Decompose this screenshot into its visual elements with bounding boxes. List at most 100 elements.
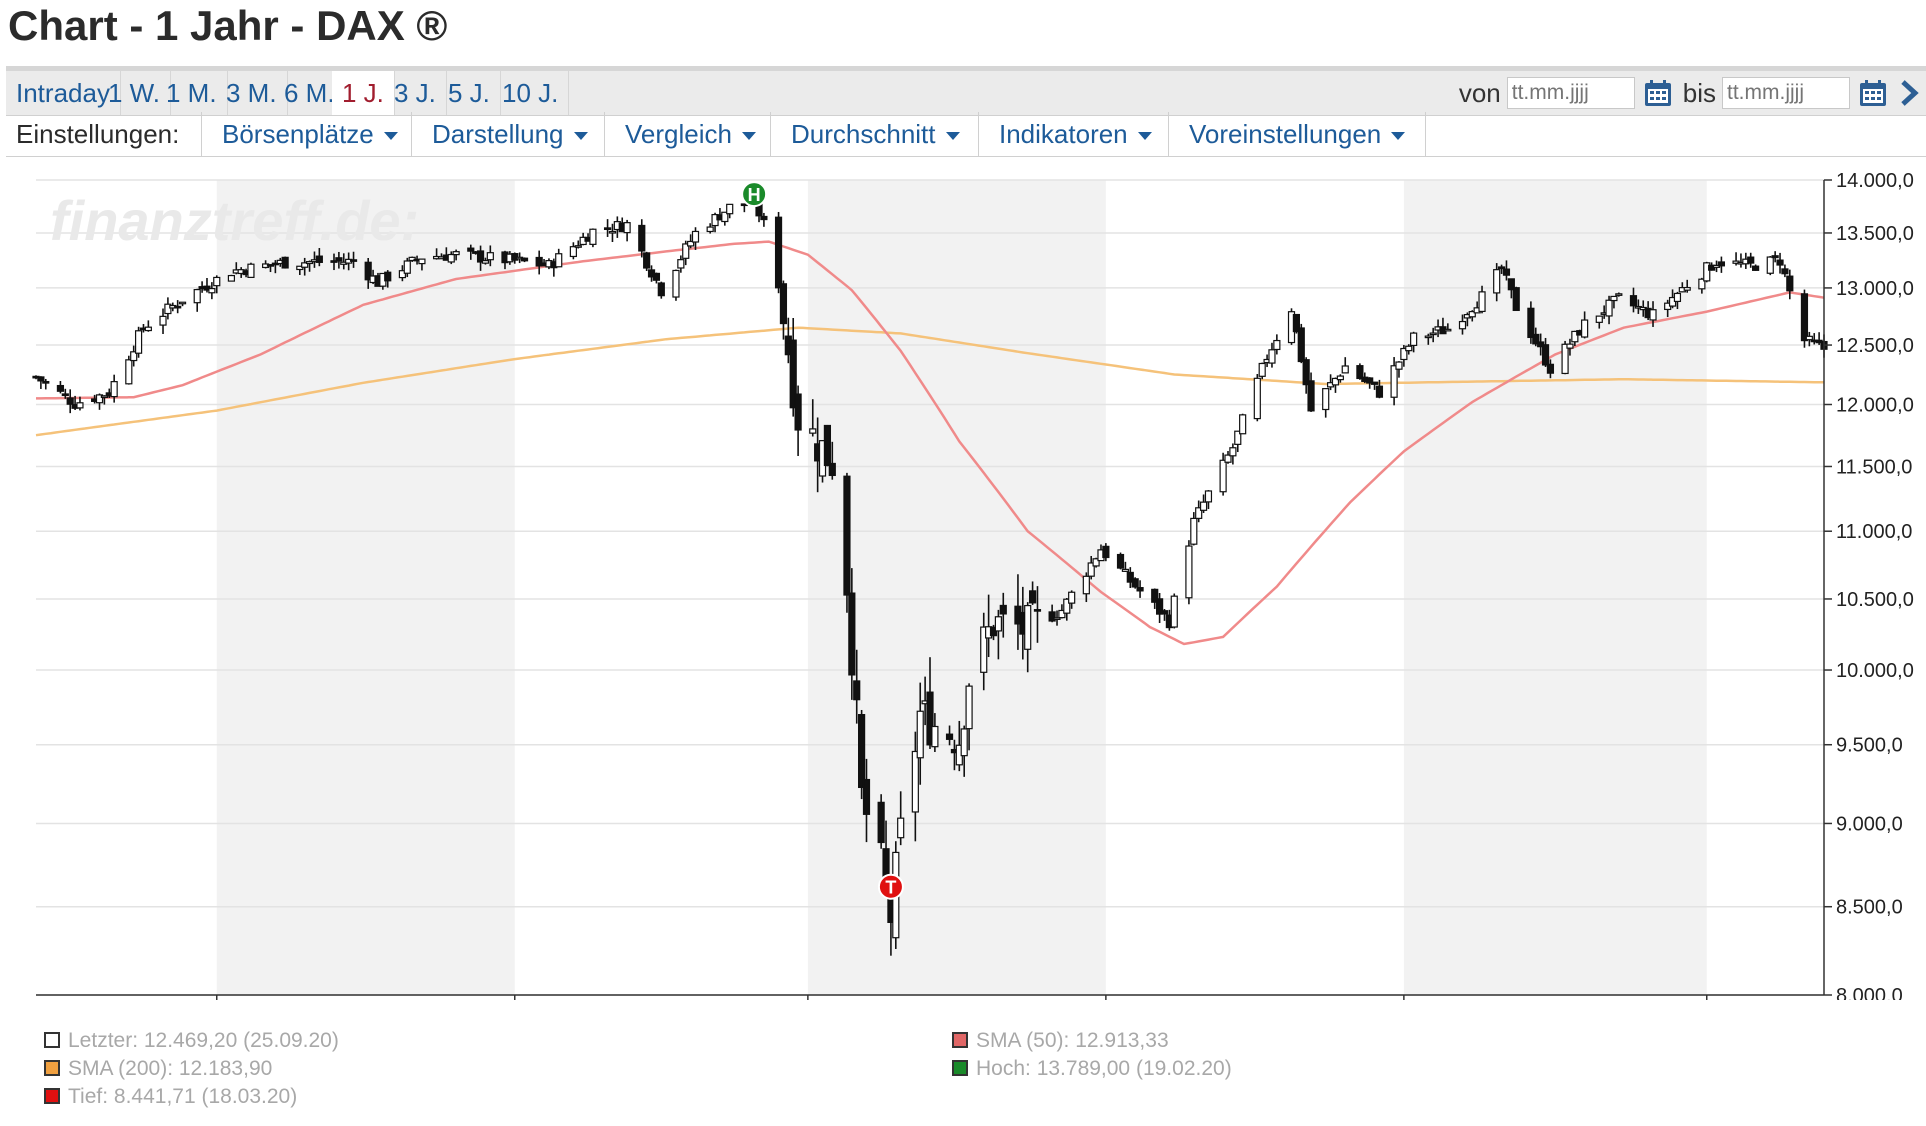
candle-series — [32, 187, 1828, 956]
candle-body — [134, 330, 143, 354]
tab-5j[interactable]: 5 J. — [438, 71, 501, 115]
caret-down-icon — [573, 132, 588, 141]
legend-text: Letzter: 12.469,20 (25.09.20) — [68, 1029, 339, 1052]
candle-body — [42, 380, 50, 384]
candle-body — [1131, 578, 1139, 588]
candle-body — [1082, 575, 1090, 595]
candle-body — [1595, 315, 1603, 323]
legend-text: Hoch: 13.789,00 (19.02.20) — [976, 1057, 1232, 1080]
candle-body — [335, 257, 343, 262]
caret-down-icon — [741, 132, 756, 141]
candle-body — [1370, 381, 1379, 385]
calendar-icon[interactable] — [1643, 78, 1673, 108]
candle-body — [853, 680, 861, 701]
candle-body — [1493, 269, 1501, 294]
candle-body — [1239, 414, 1247, 435]
candle-body — [1541, 344, 1550, 366]
calendar-icon[interactable] — [1858, 78, 1888, 108]
candle-body — [227, 274, 236, 282]
candle-body — [95, 394, 104, 404]
sma200-series — [35, 326, 1824, 437]
legend-item-last: Letzter: 12.469,20 (25.09.20) — [44, 1028, 339, 1054]
candle-body — [980, 626, 988, 673]
candle-body — [774, 216, 783, 289]
candle-body — [1126, 571, 1134, 583]
candle-body — [1366, 377, 1374, 384]
candle-body — [848, 592, 856, 676]
caret-down-icon — [383, 132, 398, 141]
dropdown-voreinstellungen[interactable]: Voreinstellungen — [1168, 112, 1427, 156]
dropdown-label: Börsenplätze — [222, 119, 374, 149]
candle-body — [1424, 335, 1432, 339]
candle-body — [1199, 501, 1208, 511]
candle-body — [1649, 309, 1657, 321]
candle-body — [125, 359, 133, 385]
candle-body — [779, 283, 788, 325]
dropdown-boersenplaetze[interactable]: Börsenplätze — [201, 112, 418, 156]
candle-body — [1219, 459, 1227, 493]
candle-body — [1502, 268, 1511, 276]
candle-body — [1331, 377, 1340, 386]
tab-1j[interactable]: 1 J. — [332, 71, 395, 115]
tab-1m[interactable]: 1 M. — [156, 71, 228, 115]
tab-1w[interactable]: 1 W. — [98, 71, 172, 115]
candle-body — [1258, 362, 1266, 377]
caret-down-icon — [1391, 132, 1406, 141]
from-label: von — [1458, 77, 1501, 108]
low-marker-label: T — [885, 878, 896, 898]
candle-body — [213, 276, 221, 287]
candle-body — [164, 303, 172, 315]
dropdown-indikatoren[interactable]: Indikatoren — [978, 112, 1172, 156]
candle-body — [1302, 359, 1310, 386]
tab-intraday[interactable]: Intraday — [6, 71, 121, 115]
candle-body — [1468, 310, 1476, 318]
candle-body — [535, 256, 543, 267]
low-marker — [877, 873, 904, 900]
chevron-right-icon[interactable] — [1896, 78, 1922, 108]
candle-body — [100, 395, 108, 399]
candle-body — [823, 424, 832, 467]
legend-item-high: Hoch: 13.789,00 (19.02.20) — [952, 1056, 1232, 1082]
to-date-input[interactable] — [1722, 77, 1850, 109]
candle-body — [1297, 327, 1305, 363]
legend-swatch — [952, 1032, 968, 1048]
candle-body — [1507, 278, 1515, 291]
candle-body — [281, 256, 289, 269]
candle-body — [1204, 490, 1213, 503]
y-tick-label: 13.000,0 — [1836, 278, 1914, 300]
candle-body — [1336, 375, 1344, 381]
candle-body — [1185, 545, 1193, 599]
candle-body — [574, 245, 582, 248]
candle-body — [691, 230, 700, 243]
candle-body — [994, 616, 1002, 632]
candle-body — [858, 714, 866, 789]
to-label: bis — [1682, 77, 1716, 108]
dropdown-darstellung[interactable]: Darstellung — [411, 112, 608, 156]
dropdown-durchschnitt[interactable]: Durchschnitt — [770, 112, 980, 156]
candle-body — [1581, 319, 1589, 338]
tab-3m[interactable]: 3 M. — [216, 71, 288, 115]
legend-text: Tief: 8.441,71 (18.03.20) — [68, 1085, 298, 1108]
tab-3j[interactable]: 3 J. — [384, 71, 447, 115]
candle-body — [452, 251, 460, 256]
candle-body — [1429, 332, 1437, 336]
candle-body — [1766, 256, 1774, 274]
candle-body — [144, 326, 152, 332]
dropdown-label: Vergleich — [625, 119, 732, 149]
candle-body — [721, 211, 729, 223]
from-date-input[interactable] — [1506, 77, 1635, 109]
tab-10j[interactable]: 10 J. — [492, 71, 570, 115]
candle-body — [1400, 347, 1408, 361]
candle-body — [789, 339, 797, 409]
candle-body — [1532, 333, 1540, 345]
y-tick-label: 9.000,0 — [1836, 813, 1903, 835]
watermark: finanztreff.de: — [50, 189, 419, 252]
legend-text: SMA (50): 12.913,33 — [976, 1029, 1169, 1052]
candle-body — [296, 265, 304, 271]
candle-body — [1190, 517, 1198, 545]
dropdown-vergleich[interactable]: Vergleich — [604, 112, 776, 156]
candle-body — [945, 733, 954, 740]
candle-body — [1571, 330, 1579, 343]
candle-body — [1356, 365, 1364, 380]
candle-body — [682, 243, 690, 259]
